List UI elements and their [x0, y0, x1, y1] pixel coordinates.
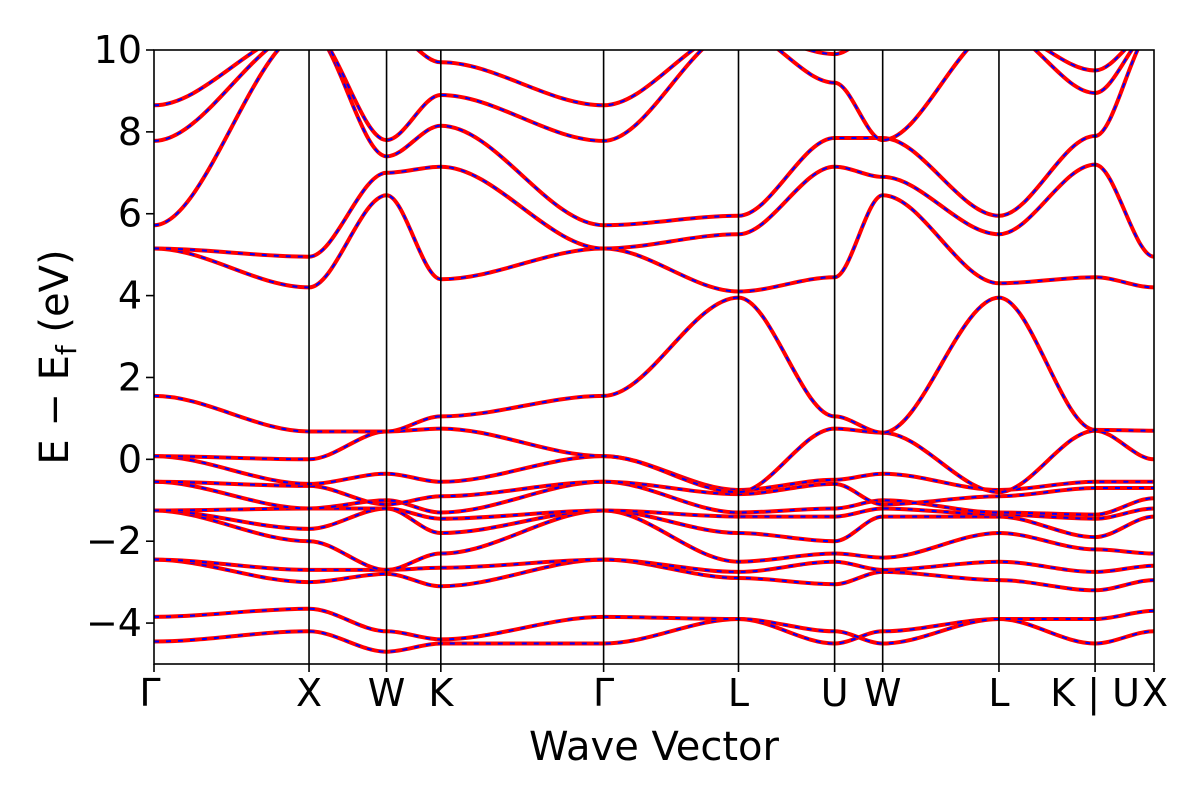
x-tick-label: L: [988, 671, 1009, 715]
y-axis-ticks: −4 −2 0 2 4 6 8 10: [86, 28, 154, 645]
band-line-2: [154, 606, 1154, 646]
plot-frame: [153, 49, 1155, 665]
band-line-dashed-12: [154, 296, 1154, 434]
high-symmetry-lines: [308, 50, 1096, 664]
x-tick-label: U: [821, 671, 849, 715]
x-tick-label: K: [428, 671, 454, 715]
band-lines: [154, 50, 1154, 654]
x-tick-label: K | U: [1050, 671, 1140, 716]
x-tick-label: X: [296, 671, 322, 715]
band-line-16: [154, 50, 1135, 143]
band-line-dashed-13: [154, 194, 1154, 293]
y-tick-label: 6: [118, 192, 142, 236]
band-line-dashed-6: [154, 507, 1154, 543]
y-tick-label: 4: [118, 274, 142, 318]
band-line-dashed-1: [154, 617, 1154, 653]
band-line-17: [154, 50, 1128, 108]
band-line-dashed-7: [154, 507, 1154, 520]
x-axis-label: Wave Vector: [529, 724, 780, 770]
y-tick-label: 8: [118, 110, 142, 154]
x-tick-label: W: [368, 671, 406, 715]
band-line-dashed-17: [154, 50, 1126, 107]
band-line-dashed-2: [154, 607, 1154, 645]
band-line-dashed-5: [154, 509, 1154, 571]
band-line-dashed-3: [154, 558, 1154, 592]
y-axis-label: E − Ef (eV): [32, 249, 83, 464]
x-tick-label: Γ: [593, 671, 614, 715]
band-line-dashed-15: [154, 50, 1139, 227]
y-axis-label-unit: (eV): [32, 249, 78, 345]
y-tick-label: 10: [94, 28, 142, 72]
y-tick-label: −4: [86, 601, 142, 645]
band-line-15: [154, 50, 1140, 228]
x-tick-label: W: [864, 671, 902, 715]
y-tick-label: 2: [118, 355, 142, 399]
band-line-9: [154, 479, 1154, 507]
y-tick-label: 0: [118, 437, 142, 481]
band-line-8: [154, 479, 1154, 517]
band-line-dashed-11: [154, 427, 1154, 494]
band-line-dashed-16: [154, 50, 1133, 142]
x-tick-label: X: [1142, 671, 1168, 715]
y-tick-label: −2: [86, 519, 142, 563]
band-line-14: [154, 162, 1154, 259]
y-axis-label-subscript: f: [50, 344, 83, 355]
x-tick-label: L: [728, 671, 749, 715]
x-tick-label: Γ: [139, 671, 160, 715]
y-axis-label-main: E − E: [32, 355, 78, 465]
band-line-dashed-4: [154, 558, 1154, 573]
